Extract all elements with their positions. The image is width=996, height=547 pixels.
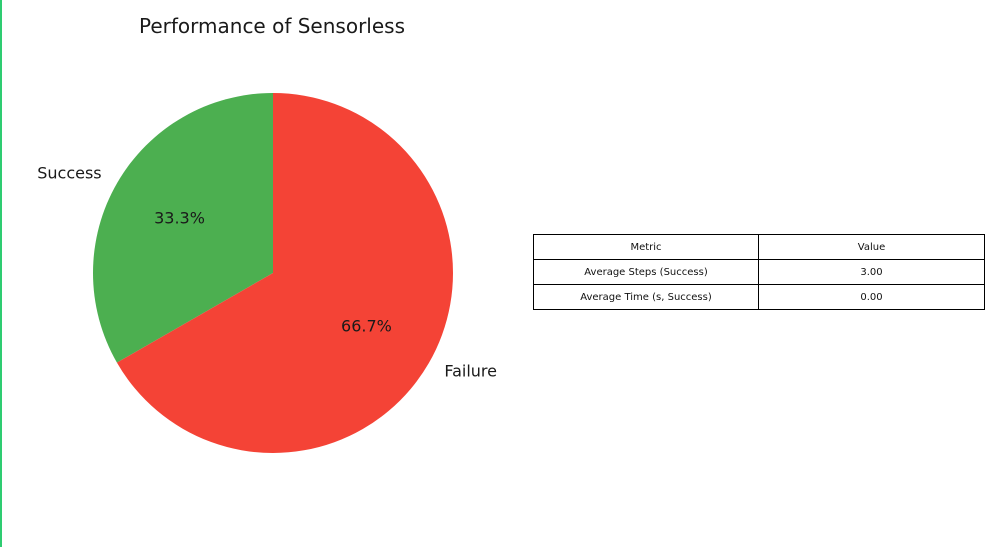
table-row: Average Time (s, Success) 0.00 [533,284,985,310]
slice-percent-failure: 66.7% [341,317,392,336]
chart-title: Performance of Sensorless [139,14,405,38]
slice-label-failure: Failure [444,362,497,381]
table-cell-value: 3.00 [758,259,985,285]
table-cell-metric: Average Time (s, Success) [533,284,759,310]
slice-label-success: Success [37,163,101,182]
table-row: Average Steps (Success) 3.00 [533,259,985,285]
table-cell-metric: Average Steps (Success) [533,259,759,285]
table-cell-value: 0.00 [758,284,985,310]
table-header-value: Value [758,234,985,260]
pie-slice-failure [116,93,454,453]
pie-slice-success [92,93,273,363]
slice-percent-success: 33.3% [154,208,205,227]
table-header-row: Metric Value [533,234,985,260]
table-header-metric: Metric [533,234,759,260]
window-left-border [0,0,2,547]
metrics-table: Metric Value Average Steps (Success) 3.0… [533,234,985,310]
